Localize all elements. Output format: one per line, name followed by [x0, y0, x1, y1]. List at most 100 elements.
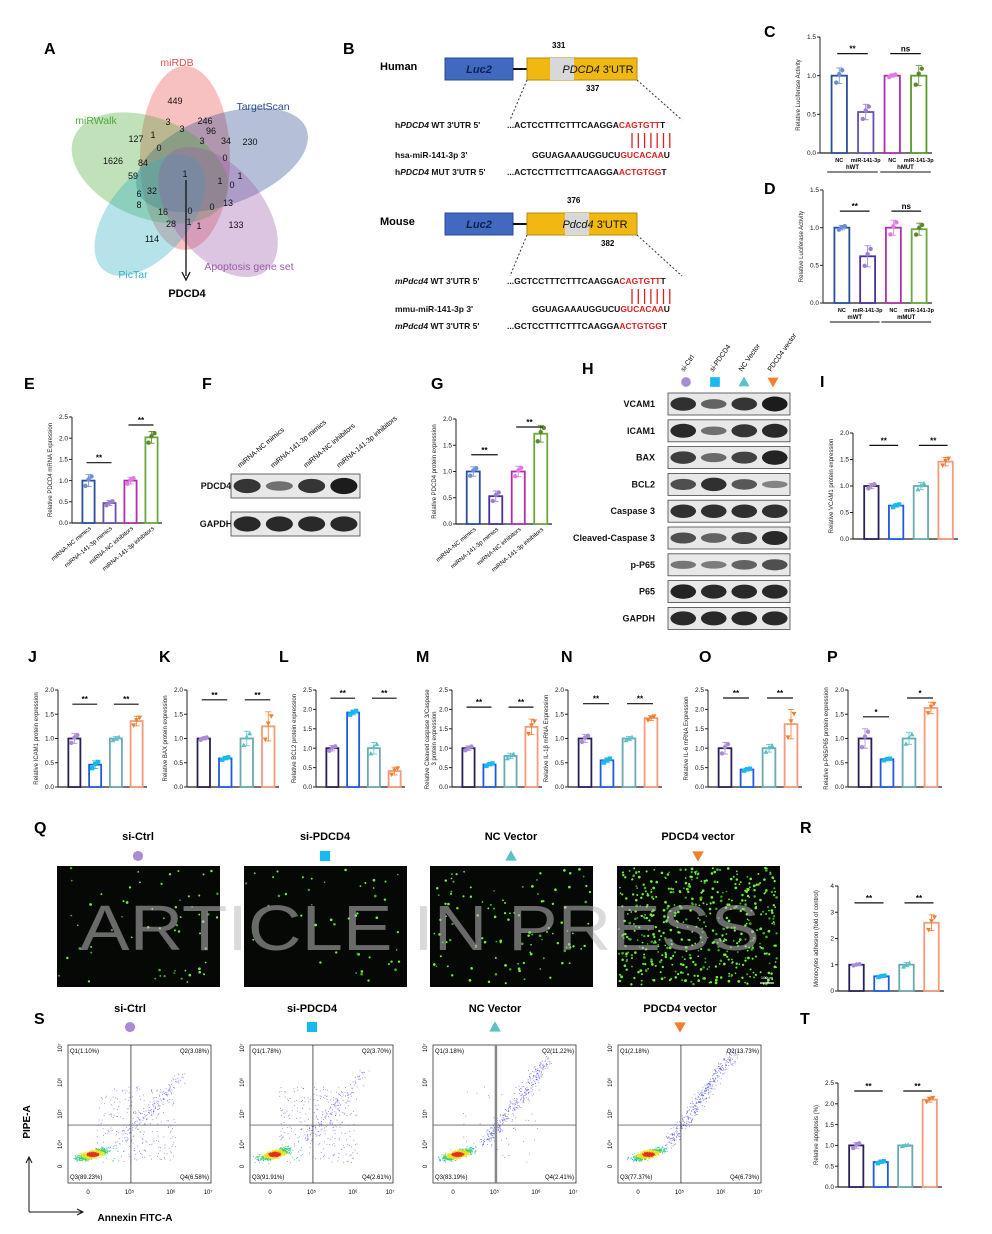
event-dot	[76, 1159, 78, 1161]
cell-dot	[641, 946, 645, 950]
cell-dot	[736, 944, 740, 948]
cell-dot	[468, 979, 472, 982]
event-dot	[282, 1149, 284, 1151]
data-point	[866, 486, 871, 491]
band	[298, 516, 326, 532]
event-dot	[278, 1153, 280, 1155]
cell-dot	[702, 966, 705, 969]
x-tick-label: 0	[86, 1190, 90, 1196]
data-point	[842, 223, 848, 229]
event-dot	[290, 1152, 292, 1154]
event-dot	[505, 1115, 507, 1117]
venn-count: 8	[136, 200, 141, 210]
cell-dot	[759, 971, 762, 974]
event-dot	[261, 1157, 263, 1158]
event-dot	[156, 1117, 158, 1119]
cell-dot	[643, 935, 646, 938]
data-point	[137, 715, 143, 721]
event-dot	[177, 1080, 179, 1082]
cell-dot	[481, 901, 484, 903]
binding-site-box	[565, 213, 589, 235]
event-dot	[151, 1114, 153, 1116]
group-title: PDCD4 vector	[661, 831, 735, 843]
cell-dot	[744, 899, 747, 902]
bar	[883, 74, 901, 154]
cell-dot	[657, 943, 659, 946]
event-dot	[175, 1146, 177, 1148]
cell-dot	[713, 880, 717, 884]
data-point	[505, 755, 510, 761]
event-dot	[353, 1139, 355, 1141]
event-dot	[134, 1150, 136, 1152]
event-dot	[284, 1152, 286, 1154]
cell-dot	[701, 941, 704, 944]
cell-dot	[509, 968, 512, 971]
significance-label: ns	[902, 202, 912, 211]
band	[731, 584, 758, 599]
lane-label: miRNA-141-3p mimics	[270, 419, 329, 470]
cell-dot	[683, 958, 686, 961]
event-dot	[151, 1091, 153, 1093]
event-dot	[91, 1153, 93, 1155]
event-dot	[274, 1157, 276, 1159]
event-dot	[272, 1155, 274, 1157]
cell-dot	[692, 982, 695, 986]
cell-dot	[768, 962, 771, 965]
event-dot	[286, 1151, 288, 1153]
event-dot	[88, 1157, 90, 1159]
data-point	[463, 748, 468, 753]
event-dot	[83, 1159, 85, 1161]
cell-dot	[744, 945, 747, 948]
band	[670, 532, 697, 544]
event-dot	[269, 1154, 271, 1156]
event-dot	[271, 1157, 273, 1159]
event-dot	[98, 1148, 100, 1150]
event-dot	[85, 1153, 86, 1155]
event-dot	[326, 1112, 327, 1114]
data-point	[579, 739, 585, 745]
cell-dot	[752, 936, 756, 940]
event-dot	[123, 1160, 125, 1162]
event-dot	[129, 1097, 131, 1098]
event-dot	[280, 1147, 282, 1149]
event-dot	[346, 1160, 348, 1162]
event-dot	[294, 1145, 296, 1147]
event-dot	[265, 1157, 267, 1159]
event-dot	[321, 1125, 323, 1127]
cell-dot	[736, 873, 738, 875]
sequence: GGUAGAAAUGGUCUGUCACAAU	[532, 150, 670, 160]
data-point	[152, 430, 157, 436]
event-dot	[276, 1151, 278, 1153]
sequence-seed: ACTGTGG	[619, 167, 662, 177]
sequence-black: GGUAGAAAUGGUCU	[532, 150, 620, 160]
event-dot	[304, 1120, 306, 1122]
event-dot	[469, 1149, 471, 1151]
cell-dot	[284, 892, 288, 896]
event-dot	[80, 1158, 82, 1160]
event-dot	[78, 1154, 80, 1156]
band	[670, 584, 697, 599]
event-dot	[158, 1113, 160, 1115]
event-dot	[173, 1141, 175, 1143]
event-dot	[301, 1128, 303, 1130]
y-tick-label: 2.5	[439, 687, 448, 694]
event-dot	[443, 1158, 445, 1160]
event-dot	[326, 1113, 328, 1115]
event-dot	[312, 1129, 313, 1131]
event-dot	[166, 1153, 168, 1155]
bar	[848, 963, 865, 992]
event-dot	[93, 1153, 95, 1155]
cell-dot	[469, 886, 472, 889]
event-dot	[81, 1154, 83, 1156]
cell-dot	[723, 938, 726, 941]
event-dot	[535, 1069, 537, 1071]
event-dot	[338, 1109, 340, 1111]
cell-dot	[744, 981, 747, 984]
cell-dot	[754, 973, 758, 977]
event-dot	[488, 1137, 490, 1139]
event-dot	[493, 1137, 495, 1139]
event-dot	[90, 1157, 92, 1159]
significance-label: **	[777, 689, 784, 698]
cell-dot	[383, 898, 387, 901]
